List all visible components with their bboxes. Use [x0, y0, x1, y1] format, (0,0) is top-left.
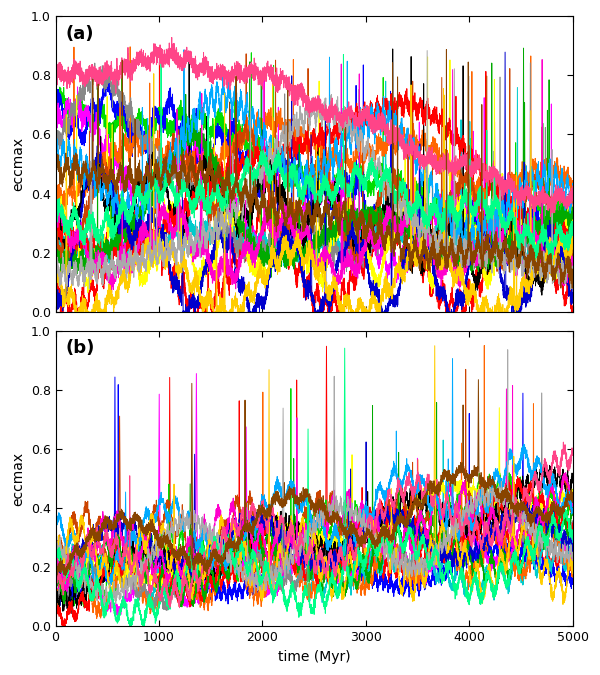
Y-axis label: eccmax: eccmax: [11, 137, 25, 191]
Y-axis label: eccmax: eccmax: [11, 452, 25, 506]
Text: (a): (a): [66, 25, 94, 43]
Text: (b): (b): [66, 340, 95, 358]
X-axis label: time (Myr): time (Myr): [278, 650, 350, 664]
